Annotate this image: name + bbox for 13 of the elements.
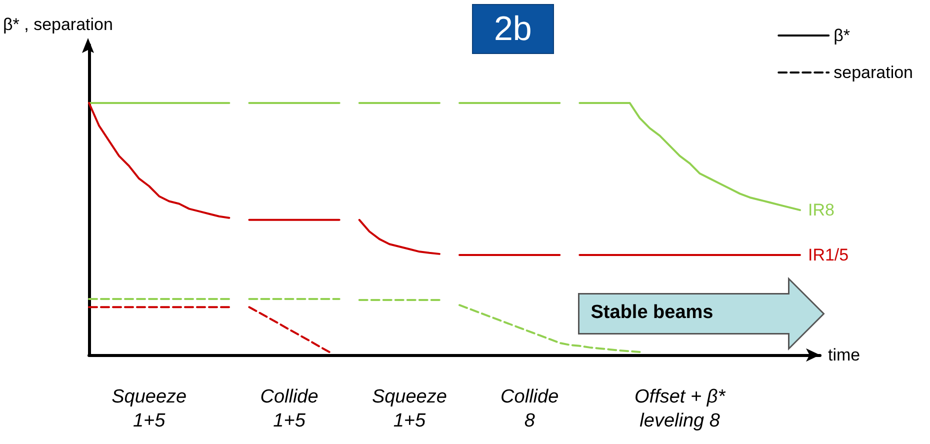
annotation: Stable beams	[590, 302, 714, 323]
y-axis-title: β* , separation	[3, 15, 113, 34]
series-label: IR1/5	[808, 245, 849, 264]
series-label: IR8	[808, 200, 834, 220]
legend-label: β*	[834, 26, 850, 45]
x-tick-label: Collide 1+5	[260, 386, 318, 432]
chart-title: 2b	[494, 10, 532, 48]
x-tick-label: Offset + β* leveling 8	[634, 386, 726, 432]
x-axis-title: time	[828, 346, 860, 364]
x-tick-label: Squeeze 1+5	[112, 386, 187, 432]
x-tick-label: Collide 8	[500, 386, 559, 432]
x-tick-label: Squeeze 1+5	[372, 386, 447, 432]
legend-label: separation	[834, 63, 913, 82]
